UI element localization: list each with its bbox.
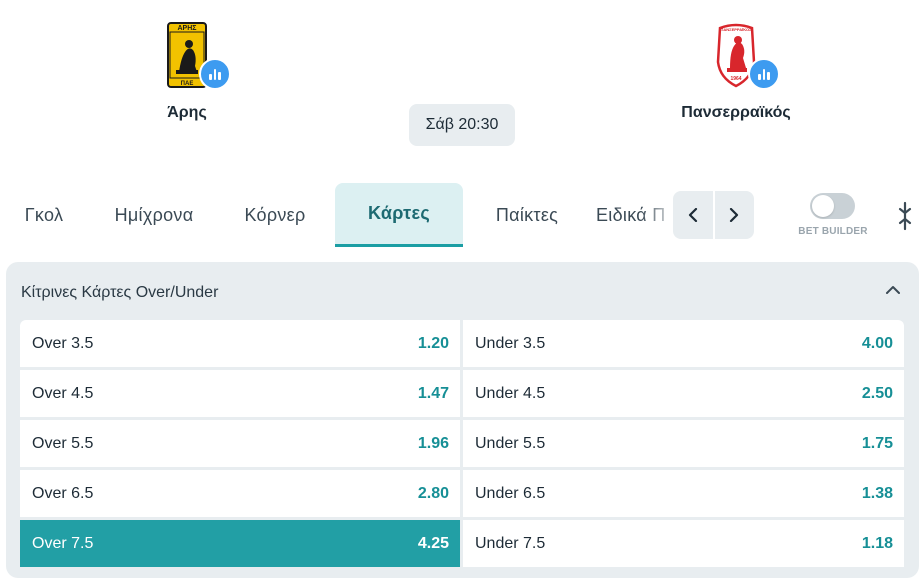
- drag-handle-icon[interactable]: [896, 201, 914, 231]
- odds-label: Under 7.5: [475, 534, 546, 552]
- tab-players[interactable]: Παίκτες: [495, 204, 559, 225]
- odds-row: Over 4.5 1.47 Under 4.5 2.50: [20, 370, 904, 417]
- match-header: ΑΡΗΣ ΠΑΕ Άρης Σάβ 20:30 ΠΑΝΣΕΡΡΑΪΚΟΣ 196…: [0, 0, 919, 160]
- svg-text:ΠΑΕ: ΠΑΕ: [181, 81, 194, 87]
- odds-value: 1.18: [861, 534, 893, 552]
- away-team: ΠΑΝΣΕΡΡΑΪΚΟΣ 1964 Πανσερραϊκός: [636, 22, 836, 122]
- bar-chart-icon: [762, 69, 766, 80]
- odds-value: 4.00: [861, 334, 893, 352]
- chevron-up-icon[interactable]: [885, 284, 901, 296]
- tab-goals[interactable]: Γκολ: [24, 204, 64, 225]
- odds-button-under[interactable]: Under 6.5 1.38: [463, 470, 904, 517]
- bar-chart-icon: [209, 74, 212, 80]
- odds-value: 2.80: [417, 484, 449, 502]
- bar-chart-icon: [218, 72, 221, 80]
- odds-button-under[interactable]: Under 3.5 4.00: [463, 320, 904, 367]
- svg-text:ΑΡΗΣ: ΑΡΗΣ: [178, 25, 197, 32]
- kickoff-time: Σάβ 20:30: [409, 104, 515, 146]
- scroll-right-button[interactable]: [712, 191, 755, 239]
- odds-label: Under 4.5: [475, 384, 546, 402]
- odds-button-over-selected[interactable]: Over 7.5 4.25: [20, 520, 460, 567]
- home-team-stats-button[interactable]: [199, 58, 231, 90]
- chevron-right-icon: [730, 208, 739, 222]
- svg-text:1964: 1964: [730, 76, 741, 82]
- odds-button-over[interactable]: Over 3.5 1.20: [20, 320, 460, 367]
- odds-button-over[interactable]: Over 6.5 2.80: [20, 470, 460, 517]
- odds-label: Under 5.5: [475, 434, 546, 452]
- odds-value: 1.47: [417, 384, 449, 402]
- odds-label: Over 5.5: [32, 434, 94, 452]
- market-tabs: Γκολ Ημίχρονα Κόρνερ Κάρτες Παίκτες Ειδι…: [0, 183, 919, 247]
- scroll-left-button[interactable]: [673, 191, 713, 239]
- svg-text:ΠΑΝΣΕΡΡΑΪΚΟΣ: ΠΑΝΣΕΡΡΑΪΚΟΣ: [721, 27, 753, 32]
- odds-label: Over 7.5: [32, 534, 94, 552]
- away-team-stats-button[interactable]: [748, 58, 780, 90]
- away-team-name[interactable]: Πανσερραϊκός: [681, 104, 791, 121]
- away-team-crest-wrap: ΠΑΝΣΕΡΡΑΪΚΟΣ 1964: [706, 22, 780, 90]
- odds-button-under[interactable]: Under 4.5 2.50: [463, 370, 904, 417]
- odds-value: 1.20: [417, 334, 449, 352]
- odds-value: 2.50: [861, 384, 893, 402]
- home-team-name[interactable]: Άρης: [167, 104, 207, 121]
- odds-row: Over 5.5 1.96 Under 5.5 1.75: [20, 420, 904, 467]
- bet-builder-toggle[interactable]: [810, 193, 855, 219]
- odds-table: Over 3.5 1.20 Under 3.5 4.00 Over 4.5 1.…: [20, 320, 904, 570]
- odds-button-under[interactable]: Under 7.5 1.18: [463, 520, 904, 567]
- market-panel: Κίτρινες Κάρτες Over/Under Over 3.5 1.20…: [6, 262, 919, 578]
- home-team: ΑΡΗΣ ΠΑΕ Άρης: [87, 22, 287, 122]
- odds-row: Over 3.5 1.20 Under 3.5 4.00: [20, 320, 904, 367]
- tab-corners[interactable]: Κόρνερ: [244, 204, 306, 225]
- odds-button-over[interactable]: Over 4.5 1.47: [20, 370, 460, 417]
- odds-label: Over 6.5: [32, 484, 94, 502]
- odds-value: 1.75: [861, 434, 893, 452]
- market-header[interactable]: Κίτρινες Κάρτες Over/Under: [6, 262, 919, 318]
- odds-value: 4.25: [417, 534, 449, 552]
- home-team-crest: ΑΡΗΣ ΠΑΕ: [167, 22, 207, 88]
- bar-chart-icon: [758, 74, 761, 80]
- odds-label: Under 3.5: [475, 334, 546, 352]
- bet-builder-label: BET BUILDER: [798, 226, 868, 237]
- tab-scroll-arrows: [673, 191, 754, 239]
- odds-button-under[interactable]: Under 5.5 1.75: [463, 420, 904, 467]
- tab-cards[interactable]: Κάρτες: [335, 183, 463, 247]
- bar-chart-icon: [213, 69, 217, 80]
- odds-value: 1.96: [417, 434, 449, 452]
- odds-label: Over 4.5: [32, 384, 94, 402]
- odds-button-over[interactable]: Over 5.5 1.96: [20, 420, 460, 467]
- odds-row: Over 6.5 2.80 Under 6.5 1.38: [20, 470, 904, 517]
- tab-halves[interactable]: Ημίχρονα: [114, 204, 194, 225]
- odds-row: Over 7.5 4.25 Under 7.5 1.18: [20, 520, 904, 567]
- bar-chart-icon: [767, 72, 770, 80]
- odds-label: Under 6.5: [475, 484, 546, 502]
- toggle-knob: [812, 195, 834, 217]
- home-team-crest-wrap: ΑΡΗΣ ΠΑΕ: [157, 22, 231, 90]
- market-title: Κίτρινες Κάρτες Over/Under: [21, 284, 219, 301]
- odds-label: Over 3.5: [32, 334, 94, 352]
- chevron-left-icon: [688, 208, 697, 222]
- odds-value: 1.38: [861, 484, 893, 502]
